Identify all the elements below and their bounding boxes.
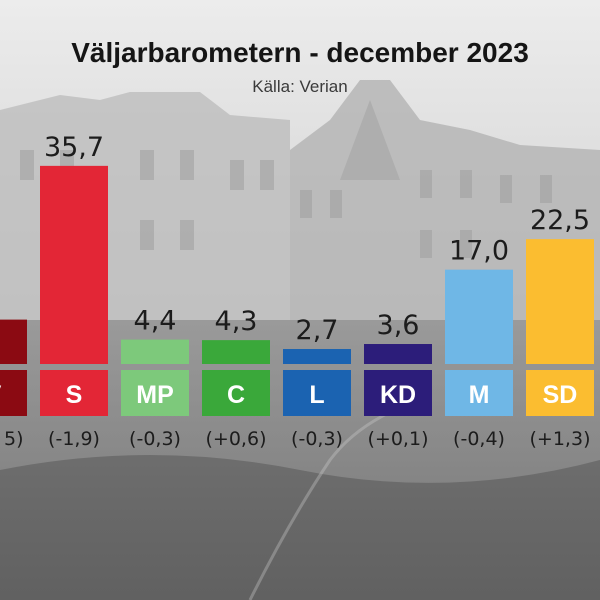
change-label-s: (-1,9) [48, 428, 100, 450]
party-tag-sd [526, 370, 594, 416]
party-tag-l [283, 370, 351, 416]
chart-subtitle: Källa: Verian [252, 77, 347, 96]
party-label-v: V [0, 381, 2, 409]
party-tag-kd [364, 370, 432, 416]
bar-v [0, 319, 27, 364]
party-label-mp: MP [136, 381, 174, 409]
value-label-c: 4,3 [215, 306, 258, 337]
party-label-l: L [309, 381, 324, 409]
bar-l [283, 349, 351, 364]
bar-sd [526, 239, 594, 364]
party-tag-m [445, 370, 513, 416]
party-tag-v [0, 370, 27, 416]
change-label-mp: (-0,3) [129, 428, 181, 450]
value-label-m: 17,0 [449, 236, 509, 267]
value-label-kd: 3,6 [377, 310, 420, 341]
change-label-sd: (+1,3) [530, 428, 591, 450]
value-label-mp: 4,4 [134, 306, 177, 337]
party-label-sd: SD [543, 381, 578, 409]
chart-title: Väljarbarometern - december 2023 [71, 37, 529, 68]
value-label-l: 2,7 [296, 315, 339, 346]
change-label-m: (-0,4) [453, 428, 505, 450]
bar-s [40, 165, 108, 364]
party-tag-c [202, 370, 270, 416]
bars-group: 8 V5) 35,7 S (-1,9) 4,4 MP (-0,3) 4,3 C (+0,6) 2,7 L… [0, 132, 594, 450]
party-label-s: S [66, 381, 83, 409]
bar-c [202, 340, 270, 364]
party-tag-s [40, 370, 108, 416]
change-label-kd: (+0,1) [368, 428, 429, 450]
party-label-c: C [227, 381, 245, 409]
change-label-l: (-0,3) [291, 428, 343, 450]
value-label-sd: 22,5 [530, 205, 590, 236]
party-label-kd: KD [380, 381, 416, 409]
party-label-m: M [469, 381, 490, 409]
change-label-c: (+0,6) [206, 428, 267, 450]
change-label-v: 5) [4, 428, 24, 450]
bar-kd [364, 344, 432, 364]
bar-mp [121, 339, 189, 364]
value-label-s: 35,7 [44, 132, 104, 163]
party-tag-mp [121, 370, 189, 416]
bar-m [445, 269, 513, 364]
value-label-v: 8 [0, 286, 2, 317]
